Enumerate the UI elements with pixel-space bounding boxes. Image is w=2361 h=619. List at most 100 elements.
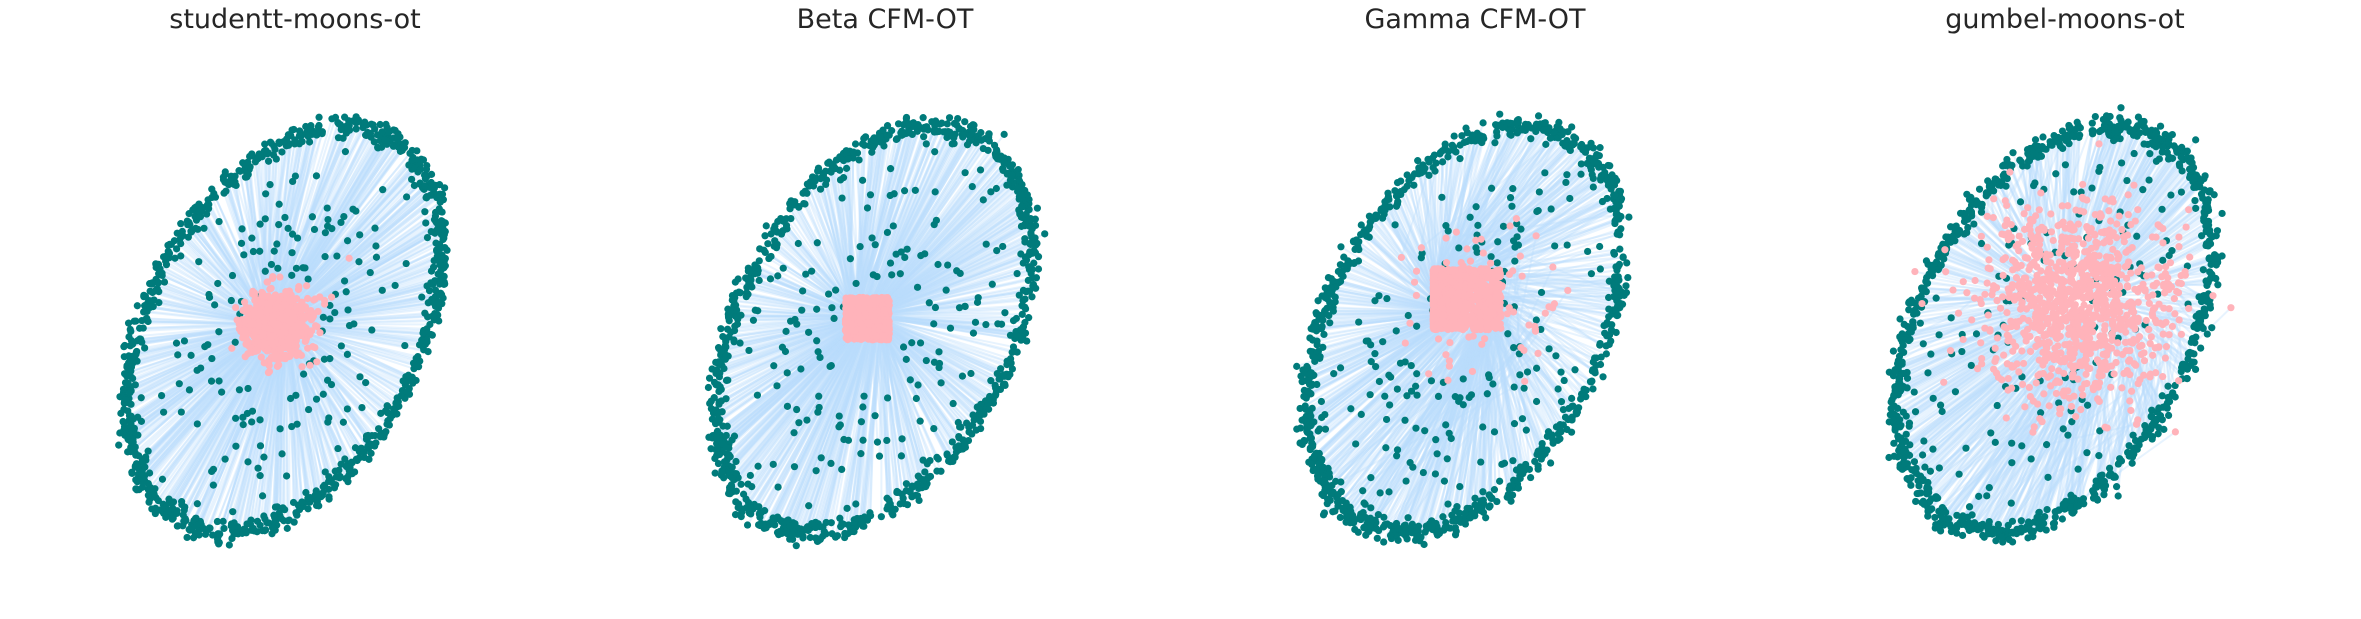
transport-line (853, 136, 883, 300)
transport-line (839, 338, 877, 527)
transport-line (842, 337, 877, 525)
transport-line (283, 318, 435, 326)
transport-line (869, 165, 1011, 317)
transport-line (186, 224, 256, 312)
transport-line (887, 256, 1026, 309)
transport-line (838, 332, 870, 428)
transport-line (780, 324, 867, 522)
target-point (817, 454, 825, 462)
transport-line (714, 335, 852, 474)
transport-line (710, 321, 858, 402)
transport-line (792, 331, 867, 524)
transport-line (789, 337, 866, 529)
transport-line (217, 352, 279, 545)
target-point (727, 481, 735, 489)
transport-line (872, 324, 930, 478)
transport-line (884, 318, 1013, 370)
transport-line (141, 356, 246, 472)
target-point (184, 233, 192, 241)
target-point (312, 172, 321, 180)
transport-line (795, 332, 857, 411)
transport-line (885, 208, 1030, 305)
source-point (263, 278, 271, 286)
transport-line (261, 156, 264, 303)
transport-line (881, 175, 1018, 305)
transport-line (223, 349, 280, 529)
transport-line (724, 320, 846, 351)
transport-line (859, 145, 871, 310)
transport-line (824, 338, 876, 535)
source-point (294, 332, 302, 340)
transport-line (840, 325, 871, 470)
transport-line (721, 320, 853, 367)
transport-line (154, 338, 271, 509)
transport-line (869, 136, 964, 309)
transport-line (882, 262, 1035, 312)
source-point (298, 299, 306, 307)
target-point (305, 138, 314, 146)
transport-line (720, 327, 857, 453)
target-point (228, 271, 237, 280)
transport-line (808, 185, 855, 308)
transport-line (880, 327, 964, 441)
transport-line (718, 329, 846, 414)
transport-line (162, 335, 273, 505)
target-point (705, 433, 713, 441)
transport-line (814, 177, 862, 314)
transport-line (130, 334, 265, 449)
target-point (305, 131, 313, 139)
transport-line (304, 329, 412, 382)
transport-line (287, 149, 404, 301)
transport-line (149, 335, 271, 489)
transport-line (286, 339, 313, 500)
transport-line (878, 169, 982, 300)
transport-line (873, 134, 971, 299)
transport-line (847, 158, 853, 300)
target-point (256, 442, 265, 450)
target-point (215, 377, 223, 385)
target-point (717, 347, 725, 355)
target-point (730, 432, 739, 440)
transport-line (801, 309, 849, 316)
target-point (346, 463, 354, 471)
transport-line (204, 348, 278, 535)
transport-line (858, 133, 908, 300)
target-point (164, 241, 172, 249)
transport-line (293, 247, 441, 319)
transport-line (757, 328, 862, 467)
transport-line (745, 335, 859, 500)
transport-line (722, 319, 854, 361)
target-point (295, 131, 304, 140)
transport-line (870, 321, 954, 462)
transport-line (884, 336, 920, 489)
source-point (242, 335, 250, 343)
target-point (307, 122, 315, 130)
target-point (122, 395, 130, 404)
transport-line (800, 327, 852, 370)
transport-line (866, 122, 938, 312)
target-point (1027, 269, 1035, 278)
transport-line (854, 207, 869, 305)
transport-line (877, 283, 1034, 316)
target-point (913, 283, 922, 291)
transport-line (717, 332, 848, 444)
target-point (178, 227, 186, 236)
target-point (412, 362, 421, 370)
transport-line (288, 184, 416, 309)
target-point (408, 175, 416, 183)
transport-line (188, 341, 276, 530)
target-point (813, 239, 821, 247)
target-point (235, 386, 244, 394)
target-point (378, 128, 386, 136)
transport-line (884, 167, 1004, 299)
target-point (249, 524, 257, 533)
target-point (883, 228, 892, 237)
transport-line (198, 350, 277, 536)
transport-line (882, 326, 975, 421)
transport-line (868, 131, 945, 304)
source-point (260, 359, 268, 367)
target-point (922, 356, 930, 365)
transport-line (793, 337, 858, 434)
transport-line (289, 342, 317, 496)
target-point (886, 259, 895, 267)
